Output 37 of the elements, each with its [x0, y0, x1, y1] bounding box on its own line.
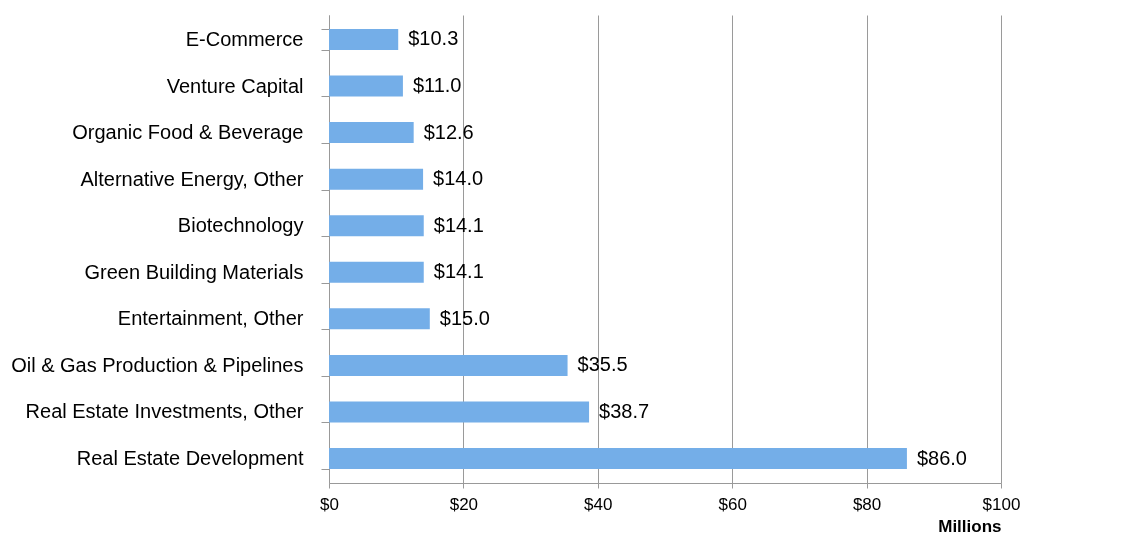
bar: [329, 448, 907, 470]
y-tick-label: Real Estate Development: [76, 447, 304, 470]
y-tick-label: Alternative Energy, Other: [80, 167, 304, 190]
x-tick-label: $100: [982, 494, 1021, 514]
x-tick-label: $40: [584, 494, 613, 514]
y-tick-label: Entertainment, Other: [117, 307, 304, 330]
bar: [329, 122, 414, 144]
data-label: $11.0: [412, 74, 462, 97]
bar: [329, 308, 430, 330]
y-tick-label: Venture Capital: [166, 74, 304, 97]
data-label: $86.0: [916, 446, 967, 469]
y-tick-label: E-Commerce: [185, 27, 304, 50]
y-tick-label: Real Estate Investments, Other: [25, 400, 304, 423]
data-label: $15.0: [439, 306, 490, 329]
data-label: $14.0: [433, 167, 484, 190]
x-tick-label: $0: [320, 494, 339, 514]
bar: [329, 354, 568, 376]
y-tick-label: Biotechnology: [177, 214, 304, 237]
bar: [329, 28, 399, 50]
data-label: $12.6: [423, 120, 474, 143]
x-tick-label: $20: [449, 494, 479, 514]
data-label: $35.5: [577, 353, 628, 376]
data-label: $14.1: [433, 213, 484, 236]
data-label: $10.3: [408, 27, 459, 50]
x-tick-label: $60: [718, 494, 747, 514]
y-tick-label: Green Building Materials: [84, 260, 304, 283]
x-axis-title: Millions: [938, 516, 1002, 536]
bar: [329, 261, 424, 283]
data-label: $38.7: [599, 399, 650, 422]
y-tick-label: Oil & Gas Production & Pipelines: [11, 353, 304, 376]
y-tick-label: Organic Food & Beverage: [72, 121, 304, 144]
data-label: $14.1: [433, 260, 484, 283]
bar: [329, 401, 590, 423]
bar: [329, 75, 403, 97]
x-tick-label: $80: [852, 494, 882, 514]
bar: [329, 168, 424, 190]
bar: [329, 215, 424, 237]
